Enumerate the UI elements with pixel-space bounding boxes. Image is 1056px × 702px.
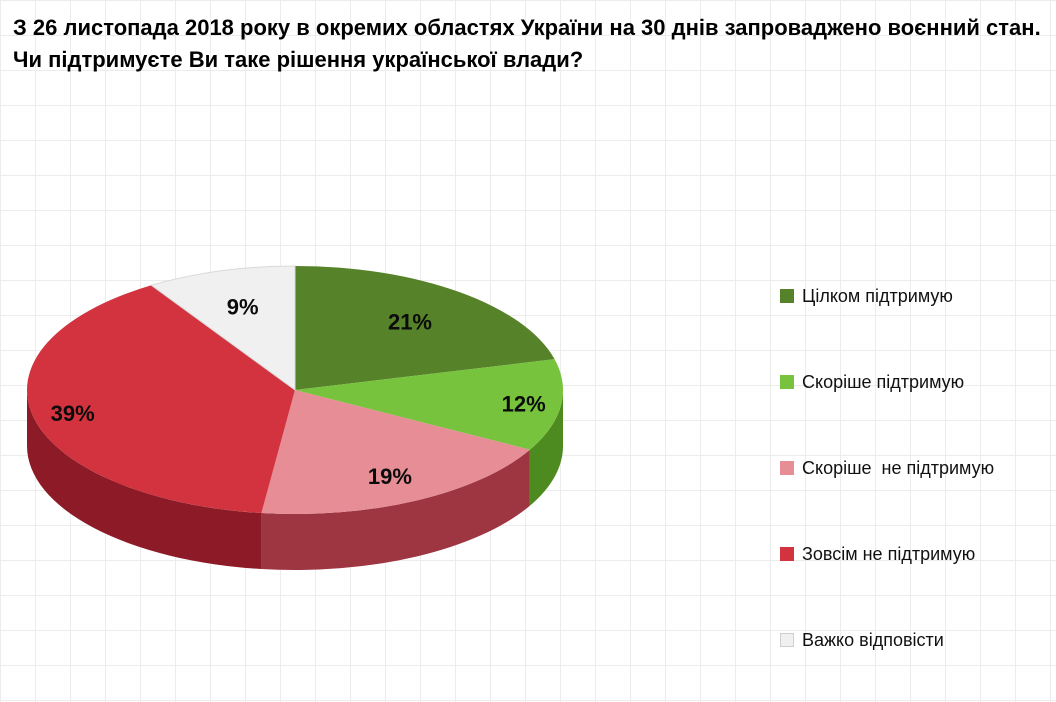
pie-slice bbox=[295, 266, 555, 390]
pie-slice-label: 9% bbox=[227, 295, 259, 320]
legend: Цілком підтримую Скоріше підтримую Скоріше… bbox=[780, 284, 994, 652]
pie-slice bbox=[27, 285, 296, 514]
pie-slice bbox=[261, 390, 530, 514]
legend-swatch bbox=[780, 461, 794, 475]
legend-item: Важко відповісти bbox=[780, 628, 994, 652]
legend-swatch bbox=[780, 375, 794, 389]
legend-label: Важко відповісти bbox=[802, 629, 944, 650]
chart-title: З 26 листопада 2018 року в окремих облас… bbox=[13, 15, 1041, 72]
pie-slice-side bbox=[261, 449, 530, 570]
pie-slice-side bbox=[529, 390, 563, 506]
legend-item: Цілком підтримую bbox=[780, 284, 994, 308]
legend-swatch bbox=[780, 633, 794, 647]
pie-slice bbox=[150, 265, 296, 391]
pie-slice-label: 19% bbox=[368, 464, 412, 489]
pie-slice-side bbox=[27, 390, 262, 570]
legend-item: Зовсім не підтримую bbox=[780, 542, 994, 566]
legend-swatch bbox=[780, 289, 794, 303]
pie-slice-label: 12% bbox=[502, 391, 546, 416]
legend-item: Скоріше підтримую bbox=[780, 370, 994, 394]
legend-label: Скоріше не підтримую bbox=[802, 457, 995, 478]
legend-label: Цілком підтримую bbox=[802, 285, 953, 306]
legend-label: Зовсім не підтримую bbox=[802, 543, 976, 564]
pie-slice bbox=[295, 359, 563, 450]
pie-slice-label: 21% bbox=[388, 309, 432, 334]
pie-slice-label: 39% bbox=[51, 401, 95, 426]
legend-label: Скоріше підтримую bbox=[802, 371, 965, 392]
legend-item: Скоріше не підтримую bbox=[780, 456, 994, 480]
legend-swatch bbox=[780, 547, 794, 561]
